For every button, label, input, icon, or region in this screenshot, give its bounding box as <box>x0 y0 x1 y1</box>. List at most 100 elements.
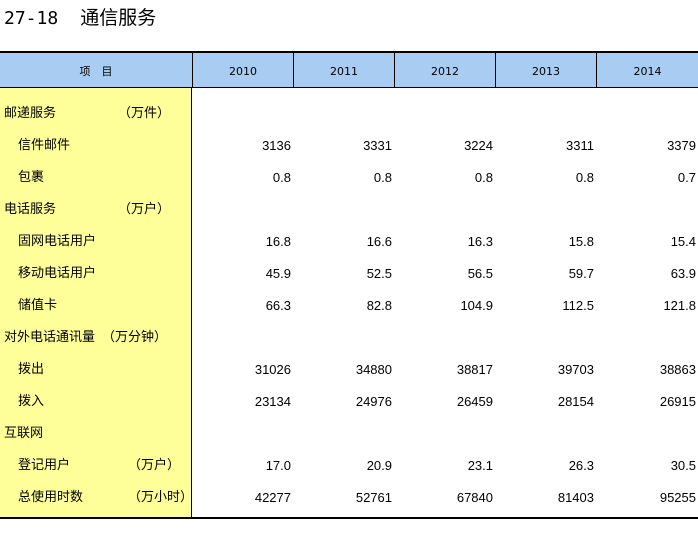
value-cell-2013: 3311 <box>566 138 594 153</box>
value-cell-2012 <box>393 99 493 131</box>
row-label-text: 固网电话用户 <box>18 234 97 249</box>
row-label-text: 拨入 <box>18 394 45 409</box>
value-cell-2012: 104.9 <box>460 298 493 313</box>
row-label: 邮递服务 （万件） <box>0 99 192 131</box>
value-cell-2011: 16.6 <box>366 234 392 249</box>
row-label: 拨入 <box>0 387 192 419</box>
value-cell-2014: 121.8 <box>663 298 696 313</box>
value-cell-2013: 112.5 <box>562 298 594 313</box>
row-label: 固网电话用户 <box>0 227 192 259</box>
row-label: 拨出 <box>0 355 192 387</box>
value-cell-2011: 0.8 <box>373 170 392 185</box>
header-item-label: 项 目 <box>79 65 113 78</box>
value-cell-2014 <box>596 419 696 451</box>
value-cell-2011 <box>292 99 392 131</box>
table-row: 包裹 0.8 0.8 0.8 0.8 0.7 <box>0 163 698 195</box>
table-row: 移动电话用户 45.9 52.5 56.5 59.7 63.9 <box>0 259 698 291</box>
value-cell-2012: 23.1 <box>467 458 493 473</box>
table-bottom-rule <box>0 517 698 519</box>
table-row: 信件邮件 3136 3331 3224 3311 3379 <box>0 131 698 163</box>
value-cell-2012: 56.5 <box>467 266 493 281</box>
row-label: 信件邮件 <box>0 131 192 163</box>
table-row: 总使用时数 （万小时） 42277 52761 67840 81403 95255 <box>0 483 698 515</box>
value-cell-2010: 23134 <box>254 394 291 409</box>
value-cell-2011 <box>292 323 392 355</box>
row-label-text: 总使用时数 <box>18 490 84 505</box>
value-cell-2014 <box>596 99 696 131</box>
value-cell-2013 <box>494 195 594 227</box>
value-cell-2014: 3379 <box>667 138 696 153</box>
header-year-2013: 2013 <box>495 53 596 88</box>
value-cell-2011: 24976 <box>355 394 392 409</box>
value-cell-2013: 26.3 <box>568 458 594 473</box>
value-cell-2014: 26915 <box>659 394 696 409</box>
row-label-text: 邮递服务 <box>4 106 57 121</box>
value-cell-2010: 42277 <box>254 490 291 505</box>
value-cell-2013: 0.8 <box>575 170 594 185</box>
header-year-2012: 2012 <box>394 53 495 88</box>
value-cell-2010: 16.8 <box>265 234 291 249</box>
value-cell-2013 <box>494 419 594 451</box>
value-cell-2011: 34880 <box>355 362 392 377</box>
row-label-text: 包裹 <box>18 170 45 185</box>
value-cell-2012 <box>393 195 493 227</box>
value-cell-2013: 59.7 <box>568 266 594 281</box>
value-cell-2010: 45.9 <box>265 266 291 281</box>
value-cell-2013: 15.8 <box>568 234 594 249</box>
row-label: 对外电话通讯量 （万分钟） <box>0 323 192 355</box>
row-label: 总使用时数 （万小时） <box>0 483 194 515</box>
value-cell-2010 <box>191 419 291 451</box>
table-body: 邮递服务 （万件） 信件邮件 3136 3331 3224 3311 3379 包裹 0.8 0.8… <box>0 88 698 517</box>
value-cell-2013 <box>494 99 594 131</box>
value-cell-2010: 31026 <box>254 362 291 377</box>
value-cell-2014 <box>596 195 696 227</box>
value-cell-2011: 3331 <box>363 138 392 153</box>
row-label-text: 移动电话用户 <box>18 266 97 281</box>
table-row: 电话服务 （万户） <box>0 195 698 227</box>
value-cell-2012: 0.8 <box>474 170 493 185</box>
row-label: 登记用户 （万户） <box>0 451 192 483</box>
row-label: 储值卡 <box>0 291 192 323</box>
value-cell-2013: 28154 <box>557 394 594 409</box>
table-row: 拨出 31026 34880 38817 39703 38863 <box>0 355 698 387</box>
row-unit: （万小时） <box>128 490 194 505</box>
table-row: 拨入 23134 24976 26459 28154 26915 <box>0 387 698 419</box>
header-year-2014: 2014 <box>596 53 698 88</box>
value-cell-2014: 0.7 <box>677 170 696 185</box>
value-cell-2011 <box>292 419 392 451</box>
value-cell-2011: 20.9 <box>366 458 392 473</box>
row-label: 包裹 <box>0 163 192 195</box>
value-cell-2010: 17.0 <box>265 458 291 473</box>
row-label-text: 电话服务 <box>4 202 57 217</box>
row-label-text: 对外电话通讯量 <box>4 330 96 345</box>
value-cell-2010 <box>191 195 291 227</box>
value-cell-2012 <box>393 419 493 451</box>
row-unit: （万分钟） <box>102 330 168 345</box>
table-row: 固网电话用户 16.8 16.6 16.3 15.8 15.4 <box>0 227 698 259</box>
row-unit: （万户） <box>128 458 181 473</box>
row-label-text: 信件邮件 <box>18 138 71 153</box>
value-cell-2013: 81403 <box>557 490 594 505</box>
value-cell-2011: 52.5 <box>366 266 392 281</box>
row-label: 电话服务 （万户） <box>0 195 192 227</box>
value-cell-2012 <box>393 323 493 355</box>
row-unit: （万件） <box>118 106 171 121</box>
data-table: 项 目 2010 2011 2012 2013 2014 邮递服务 （万件） 信件邮… <box>0 51 698 519</box>
value-cell-2010 <box>191 99 291 131</box>
header-year-2010: 2010 <box>192 53 293 88</box>
value-cell-2012: 26459 <box>456 394 493 409</box>
table-row: 互联网 <box>0 419 698 451</box>
value-cell-2010: 3136 <box>262 138 291 153</box>
row-label-text: 互联网 <box>4 426 44 441</box>
value-cell-2010: 66.3 <box>265 298 291 313</box>
row-label-text: 储值卡 <box>18 298 58 313</box>
value-cell-2013: 39703 <box>557 362 594 377</box>
value-cell-2012: 3224 <box>464 138 493 153</box>
row-label: 移动电话用户 <box>0 259 192 291</box>
value-cell-2014: 38863 <box>659 362 696 377</box>
row-label-text: 拨出 <box>18 362 45 377</box>
value-cell-2011: 52761 <box>355 490 392 505</box>
value-cell-2012: 67840 <box>456 490 493 505</box>
value-cell-2010: 0.8 <box>272 170 291 185</box>
label-column <box>0 88 192 517</box>
